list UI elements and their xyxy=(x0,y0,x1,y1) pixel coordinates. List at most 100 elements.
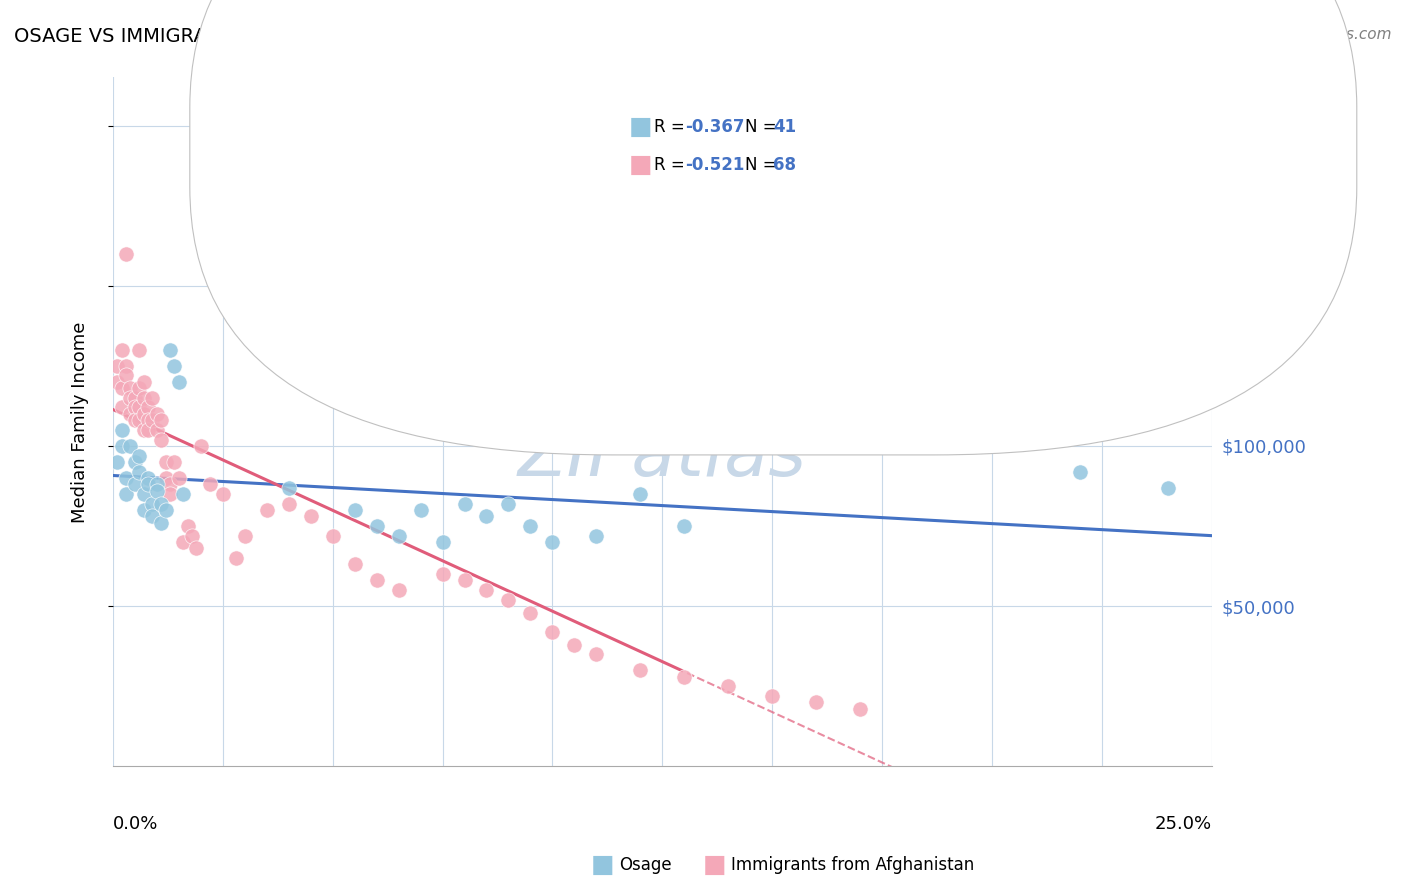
Point xyxy=(172,535,194,549)
Point xyxy=(141,497,163,511)
Point xyxy=(498,497,520,511)
Point xyxy=(136,413,159,427)
Point xyxy=(155,455,177,469)
Point xyxy=(128,449,150,463)
Point xyxy=(141,391,163,405)
Point xyxy=(159,477,181,491)
Point xyxy=(124,477,146,491)
Point xyxy=(128,343,150,357)
Text: N =: N = xyxy=(745,118,782,136)
Point xyxy=(132,487,155,501)
Point xyxy=(717,679,740,693)
Point xyxy=(453,497,475,511)
Point xyxy=(132,503,155,517)
Point xyxy=(146,483,169,498)
Point xyxy=(432,567,454,582)
Point xyxy=(115,368,138,383)
Point xyxy=(541,624,564,639)
Point xyxy=(1069,465,1091,479)
Point xyxy=(176,519,198,533)
Point xyxy=(132,391,155,405)
Point xyxy=(115,487,138,501)
Point xyxy=(115,246,138,260)
Point xyxy=(136,477,159,491)
Text: ■: ■ xyxy=(628,115,652,138)
Point xyxy=(387,528,409,542)
Point xyxy=(120,381,142,395)
Point xyxy=(211,487,233,501)
Y-axis label: Median Family Income: Median Family Income xyxy=(72,321,89,523)
Point xyxy=(475,509,498,524)
Text: Source: ZipAtlas.com: Source: ZipAtlas.com xyxy=(1229,27,1392,42)
Point xyxy=(343,558,366,572)
Point xyxy=(124,413,146,427)
Point xyxy=(541,535,564,549)
Point xyxy=(849,701,872,715)
Point xyxy=(322,528,344,542)
Text: ■: ■ xyxy=(628,153,652,177)
Point xyxy=(256,503,278,517)
Point xyxy=(299,509,322,524)
Point xyxy=(111,381,134,395)
Point xyxy=(132,423,155,437)
Point xyxy=(172,487,194,501)
Point xyxy=(111,401,134,415)
Point xyxy=(167,375,190,389)
Point xyxy=(673,519,696,533)
Point xyxy=(146,477,169,491)
Point xyxy=(585,528,607,542)
Point xyxy=(366,519,388,533)
Point xyxy=(198,477,221,491)
Point xyxy=(387,583,409,598)
Text: -0.367: -0.367 xyxy=(685,118,744,136)
Point xyxy=(167,471,190,485)
Point xyxy=(163,455,186,469)
Point xyxy=(124,401,146,415)
Point xyxy=(155,471,177,485)
Point xyxy=(105,359,128,373)
Text: R =: R = xyxy=(654,118,690,136)
Point xyxy=(343,503,366,517)
Point xyxy=(120,439,142,453)
Text: -0.521: -0.521 xyxy=(685,156,744,174)
Point xyxy=(277,481,299,495)
Text: OSAGE VS IMMIGRANTS FROM AFGHANISTAN MEDIAN FAMILY INCOME CORRELATION CHART: OSAGE VS IMMIGRANTS FROM AFGHANISTAN MED… xyxy=(14,27,910,45)
Point xyxy=(105,375,128,389)
Point xyxy=(128,401,150,415)
Text: ■: ■ xyxy=(703,854,727,877)
Point xyxy=(141,509,163,524)
Point xyxy=(409,208,432,222)
Point xyxy=(132,375,155,389)
Text: 25.0%: 25.0% xyxy=(1154,814,1212,832)
Point xyxy=(233,528,256,542)
Point xyxy=(277,497,299,511)
Point xyxy=(128,465,150,479)
Point xyxy=(120,407,142,421)
Point xyxy=(163,359,186,373)
Point xyxy=(128,413,150,427)
Point xyxy=(111,423,134,437)
Text: ZIPatlas: ZIPatlas xyxy=(517,422,807,491)
Point xyxy=(519,519,541,533)
Point xyxy=(673,670,696,684)
Point xyxy=(409,503,432,517)
Point xyxy=(804,695,827,709)
Point xyxy=(111,439,134,453)
Point xyxy=(564,638,586,652)
Text: N =: N = xyxy=(745,156,782,174)
Point xyxy=(150,433,173,447)
Point xyxy=(136,423,159,437)
Point xyxy=(1157,481,1180,495)
Point xyxy=(585,647,607,661)
Point xyxy=(150,413,173,427)
Point xyxy=(155,503,177,517)
Point xyxy=(628,487,651,501)
Text: ■: ■ xyxy=(591,854,614,877)
Text: Immigrants from Afghanistan: Immigrants from Afghanistan xyxy=(731,856,974,874)
Point xyxy=(136,471,159,485)
Point xyxy=(519,606,541,620)
Point xyxy=(105,455,128,469)
Point xyxy=(432,535,454,549)
Point xyxy=(453,574,475,588)
Point xyxy=(475,583,498,598)
